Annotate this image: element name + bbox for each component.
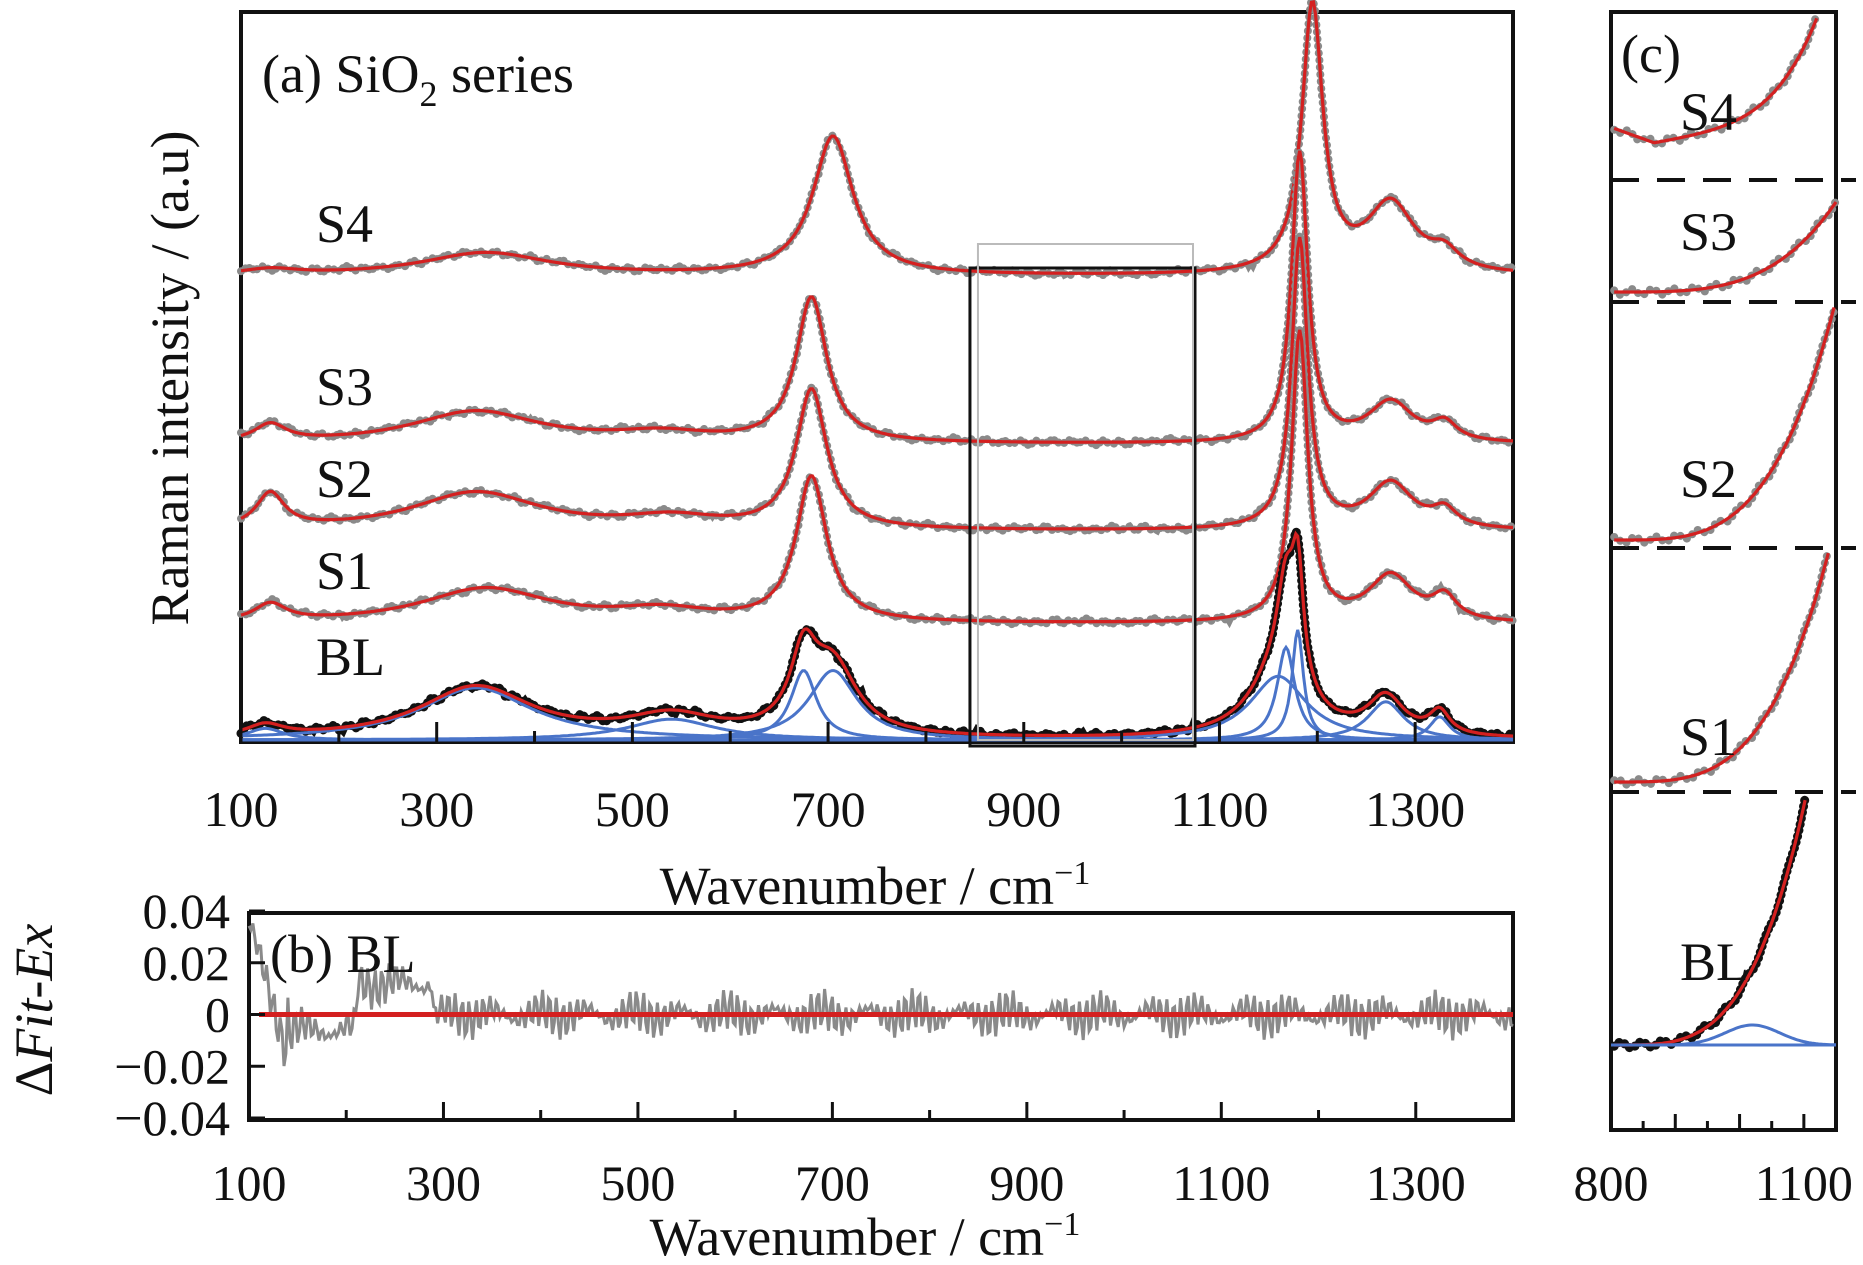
residual-curve (247, 923, 1514, 1067)
panel-a-title: (a) SiO2 series (262, 44, 574, 114)
panel-a-x-tick-label: 900 (986, 781, 1061, 837)
panel-b-x-tick-label: 100 (212, 1155, 287, 1211)
panel-c-bl-fit (1614, 799, 1807, 1047)
bl-component-8 (241, 629, 1513, 742)
panel-c-s4-fit (1613, 17, 1819, 145)
panel-a-x-tick-label: 1300 (1365, 781, 1465, 837)
series-label-bl: BL (316, 627, 385, 687)
panel-b-x-tick-label: 1300 (1366, 1155, 1466, 1211)
series-s3-fit (240, 150, 1514, 444)
panel-c-s3-fit (1614, 201, 1838, 294)
panel-c-ticks: 800 1100 (1574, 1114, 1853, 1211)
series-s4-fit (240, 0, 1514, 275)
panel-b-x-tick-label: 1100 (1172, 1155, 1270, 1211)
panel-c-bl-experimental (1609, 793, 1810, 1053)
panel-b-x-tick-label: 300 (406, 1155, 481, 1211)
panel-a-x-tick-label: 100 (204, 781, 279, 837)
inset-region-box-shadow (976, 243, 1195, 741)
bl-component-5 (241, 669, 1513, 742)
panel-a-x-tick-label: 1100 (1170, 781, 1268, 837)
panel-b-y-tick-label: 0 (205, 987, 230, 1043)
panel-a-curves (236, 0, 1518, 749)
panel-a-x-axis-label: Wavenumber / cm−1 (660, 855, 1091, 916)
panel-b-x-axis-label: Wavenumber / cm−1 (650, 1206, 1081, 1265)
series-s3-experimental (237, 149, 1517, 455)
panel-c-x-tick-label: 800 (1574, 1155, 1649, 1211)
series-label-s2: S2 (316, 449, 373, 509)
panel-c-s3-experimental (1610, 196, 1840, 299)
panel-a-x-ticks: 100 300 500 700 900 1100 1300 (204, 722, 1465, 837)
panel-b-title: (b) BL (270, 924, 415, 984)
panel-b-y-tick-label: 0.04 (143, 883, 231, 939)
panel-b-x-tick-label: 700 (795, 1155, 870, 1211)
panel-c-label-s2: S2 (1680, 449, 1737, 509)
panel-c-s1-fit (1614, 552, 1830, 784)
panel-a-raman-spectra: 100 300 500 700 900 1100 1300 (a) SiO2 series … (140, 0, 1518, 916)
panel-b-x-tick-label: 500 (600, 1155, 675, 1211)
inset-region-box (968, 266, 1197, 748)
panel-b-y-tick-label: −0.04 (114, 1090, 230, 1146)
panel-c-x-tick-label: 1100 (1755, 1155, 1853, 1211)
series-s4-experimental (237, 0, 1517, 286)
panel-b-x-tick-label: 900 (989, 1155, 1064, 1211)
panel-c-label-s1: S1 (1680, 707, 1737, 767)
panel-a-frame (239, 10, 1515, 744)
panel-c-title: (c) (1621, 24, 1681, 84)
panel-b-y-axis-label: ΔFit-Ex (4, 924, 64, 1097)
panel-a-x-tick-label: 500 (595, 781, 670, 837)
series-s2-fit (240, 236, 1514, 531)
panel-a-y-axis-label: Raman intensity / (a.u) (140, 131, 200, 626)
bl-component-4 (241, 669, 1513, 742)
panel-b-curves (247, 923, 1514, 1067)
panel-c-label-bl: BL (1680, 932, 1749, 992)
panel-c-s2-fit (1614, 306, 1836, 542)
panel-c-label-s4: S4 (1680, 82, 1737, 142)
panel-c-curves (1609, 11, 1856, 1053)
series-label-s1: S1 (316, 541, 373, 601)
panel-c-frame (1609, 10, 1838, 1132)
panel-a-x-tick-label: 700 (791, 781, 866, 837)
series-s1-fit (240, 329, 1514, 624)
series-label-s4: S4 (316, 194, 373, 254)
panel-c-zoom: 800 1100 (c) S4 S3 S2 S1 BL (1574, 10, 1856, 1211)
panel-b-y-tick-label: −0.02 (114, 1038, 230, 1094)
panel-b-y-tick-label: 0.02 (143, 935, 231, 991)
panel-b-ticks: 100 300 500 700 900 1100 1300 0.040.020−0.02−0.… (114, 883, 1465, 1211)
panel-c-label-s3: S3 (1680, 202, 1737, 262)
panel-a-series-labels: S4 S3 S2 S1 BL (316, 194, 385, 687)
panel-a-x-tick-label: 300 (399, 781, 474, 837)
series-label-s3: S3 (316, 357, 373, 417)
series-bl-fit (240, 530, 1514, 738)
panel-b-residual: 100 300 500 700 900 1100 1300 0.040.020−0.02−0.… (4, 883, 1515, 1265)
